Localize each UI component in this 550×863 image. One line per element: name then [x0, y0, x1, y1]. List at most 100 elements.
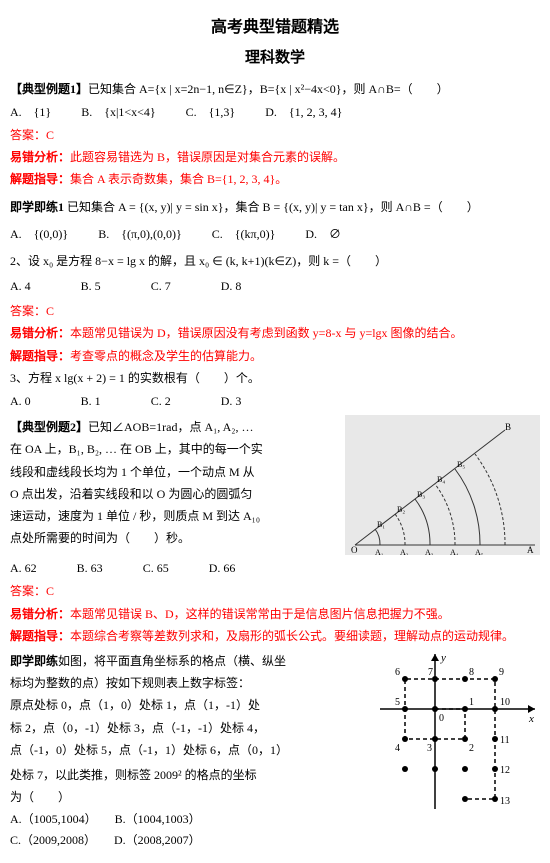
svg-text:x: x [528, 713, 534, 725]
opt-d: D.（2008,2007） [114, 831, 201, 850]
q3-options: A. 0 B. 1 C. 2 D. 3 [10, 392, 540, 411]
opt-a: A. 4 [10, 277, 31, 296]
svg-text:8: 8 [469, 667, 474, 678]
zhidao-label: 解题指导： [10, 172, 70, 186]
svg-text:A₂: A₂ [400, 548, 409, 555]
zhidao-text: 本题综合考察等差数列求和，及扇形的弧长公式。要细读题，理解动点的运动规律。 [70, 629, 514, 643]
ex2-l2: 标均为整数的点）按如下规则表上数字标签： [10, 674, 357, 693]
p1-options: A. {1} B. {x|1<x<4} C. {1,3} D. {1, 2, 3… [10, 103, 540, 122]
p2-answer: 答案：C [10, 582, 540, 601]
q2: 2、设 x₀ 是方程 8−x = lg x 的解，且 x₀ ∈ (k, k+1)… [10, 252, 540, 271]
ex2-options2: C.（2009,2008） D.（2008,2007） [10, 831, 357, 850]
zhidao-label: 解题指导： [10, 349, 70, 363]
p2-label: 【典型例题2】 [10, 420, 88, 434]
opt-d: D. {1, 2, 3, 4} [265, 103, 342, 122]
opt-b: B. {x|1<x<4} [81, 103, 155, 122]
fenxi-label: 易错分析： [10, 150, 70, 164]
ex2-l7: 为（ ） [10, 788, 357, 807]
p1-label: 【典型例题1】 [10, 82, 88, 96]
ex1-text: 已知集合 A = {(x, y)| y = sin x}，集合 B = {(x,… [67, 200, 479, 214]
opt-d: D. 3 [221, 392, 242, 411]
ex2-l4: 标 2，点（0，-1）处标 3，点（-1，-1）处标 4， [10, 719, 357, 738]
ex2-block: 即学即练如图，将平面直角坐标系的格点（横、纵坐 标均为整数的点）按如下规则表上数… [10, 649, 540, 853]
svg-text:B₂: B₂ [397, 505, 405, 514]
ex2-l3: 原点处标 0，点（1，0）处标 1，点（1，-1）处 [10, 696, 357, 715]
p2-l2: 在 OA 上，B₁, B₂, … 在 OB 上，其中的每一个实 [10, 440, 337, 459]
ex2-l6: 处标 7，以此类推，则标签 2009² 的格点的坐标 [10, 766, 357, 785]
opt-a: A.（1005,1004） [10, 810, 97, 829]
opt-a: A. 0 [10, 392, 31, 411]
opt-a: A. {(0,0)} [10, 225, 68, 244]
zhidao-label: 解题指导： [10, 629, 70, 643]
opt-d: D. ∅ [305, 225, 341, 244]
p2-l4: O 点出发，沿着实线段和以 O 为圆心的圆弧匀 [10, 485, 337, 504]
svg-text:B₁: B₁ [377, 520, 385, 529]
svg-text:9: 9 [499, 667, 504, 678]
ex2-l5: 点（-1，0）处标 5，点（-1，1）处标 6，点（0，1） [10, 741, 357, 760]
p1-fenxi: 易错分析：此题容易错选为 B，错误原因是对集合元素的误解。 [10, 148, 540, 167]
p1-text: 已知集合 A={x | x=2n−1, n∈Z}，B={x | x²−4x<0}… [88, 82, 449, 96]
svg-text:2: 2 [469, 743, 474, 754]
figure-arcs: O A₁ A₂ A₃ A₄ A₅ A B₁ B₂ B₃ B₄ B₅ B [345, 415, 540, 555]
svg-text:B₃: B₃ [417, 490, 425, 499]
opt-a: A. 62 [10, 559, 37, 578]
zhidao-text: 考查零点的概念及学生的估算能力。 [70, 349, 262, 363]
svg-text:7: 7 [428, 667, 433, 678]
svg-text:5: 5 [395, 697, 400, 708]
q2-zhidao: 解题指导：考查零点的概念及学生的估算能力。 [10, 347, 540, 366]
q2-options: A. 4 B. 5 C. 7 D. 8 [10, 277, 540, 296]
opt-c: C. 65 [143, 559, 169, 578]
p2-t1: 已知∠AOB=1rad，点 A₁, A₂, … [88, 420, 253, 434]
opt-c: C. {1,3} [186, 103, 236, 122]
svg-text:3: 3 [427, 743, 432, 754]
svg-text:B₅: B₅ [457, 460, 465, 469]
fenxi-label: 易错分析： [10, 607, 70, 621]
p1-answer: 答案：C [10, 126, 540, 145]
ex1-label: 即学即练1 [10, 200, 67, 214]
opt-b: B. 63 [77, 559, 103, 578]
p2-l6: 点处所需要的时间为（ ）秒。 [10, 529, 337, 548]
p2-block: 【典型例题2】已知∠AOB=1rad，点 A₁, A₂, … 在 OA 上，B₁… [10, 415, 540, 555]
svg-text:6: 6 [395, 667, 400, 678]
subtitle: 理科数学 [10, 46, 540, 70]
ex2-t1: 如图，将平面直角坐标系的格点（横、纵坐 [58, 654, 286, 668]
svg-text:4: 4 [395, 743, 400, 754]
p1-zhidao: 解题指导：集合 A 表示奇数集，集合 B={1, 2, 3, 4}。 [10, 170, 540, 189]
figure-grid: y x 6 7 8 9 5 0 1 10 4 3 2 11 13 12 [365, 649, 540, 853]
opt-d: D. 66 [209, 559, 236, 578]
svg-text:A₅: A₅ [475, 548, 484, 555]
p2-fenxi: 易错分析：本题常见错误 B、D，这样的错误常常由于是信息图片信息把握力不强。 [10, 605, 540, 624]
svg-text:1: 1 [469, 697, 474, 708]
q2-fenxi: 易错分析：本题常见错误为 D，错误原因没有考虑到函数 y=8-x 与 y=lgx… [10, 324, 540, 343]
svg-text:13: 13 [500, 796, 510, 807]
svg-text:y: y [440, 652, 446, 664]
p2-l3: 线段和虚线段长均为 1 个单位，一个动点 M 从 [10, 463, 337, 482]
svg-text:A: A [527, 545, 534, 555]
svg-text:O: O [351, 545, 358, 555]
ex1: 即学即练1 已知集合 A = {(x, y)| y = sin x}，集合 B … [10, 198, 540, 217]
opt-b: B. 5 [81, 277, 101, 296]
fenxi-text: 本题常见错误 B、D，这样的错误常常由于是信息图片信息把握力不强。 [70, 607, 450, 621]
svg-text:12: 12 [500, 765, 510, 776]
p2-l1: 【典型例题2】已知∠AOB=1rad，点 A₁, A₂, … [10, 418, 337, 437]
opt-c: C. {(kπ,0)} [212, 225, 276, 244]
q3: 3、方程 x lg(x + 2) = 1 的实数根有（ ）个。 [10, 369, 540, 388]
svg-text:A₃: A₃ [425, 548, 434, 555]
p2-l5: 速运动，速度为 1 单位 / 秒，则质点 M 到达 A₁₀ [10, 507, 337, 526]
ex1-options: A. {(0,0)} B. {(π,0),(0,0)} C. {(kπ,0)} … [10, 225, 540, 244]
fenxi-text: 本题常见错误为 D，错误原因没有考虑到函数 y=8-x 与 y=lgx 图像的结… [70, 326, 463, 340]
q2-answer: 答案：C [10, 302, 540, 321]
p2-options: A. 62 B. 63 C. 65 D. 66 [10, 559, 540, 578]
main-title: 高考典型错题精选 [10, 15, 540, 41]
ex2-l1: 即学即练如图，将平面直角坐标系的格点（横、纵坐 [10, 652, 357, 671]
opt-a: A. {1} [10, 103, 51, 122]
svg-text:B₄: B₄ [437, 475, 445, 484]
svg-text:0: 0 [439, 713, 444, 724]
svg-text:10: 10 [500, 697, 510, 708]
fenxi-label: 易错分析： [10, 326, 70, 340]
fenxi-text: 此题容易错选为 B，错误原因是对集合元素的误解。 [70, 150, 345, 164]
opt-c: C. 7 [151, 277, 171, 296]
svg-text:A₁: A₁ [375, 548, 384, 555]
opt-b: B. 1 [81, 392, 101, 411]
opt-d: D. 8 [221, 277, 242, 296]
